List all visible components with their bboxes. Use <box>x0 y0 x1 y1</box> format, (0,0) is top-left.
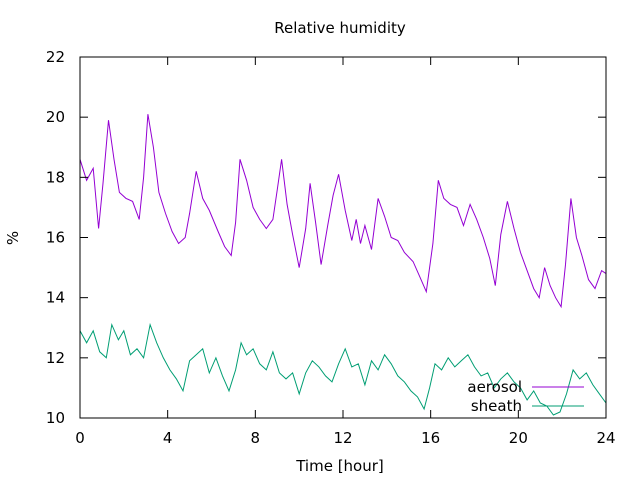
y-tick-label: 12 <box>46 349 65 367</box>
legend-label-aerosol: aerosol <box>467 378 522 396</box>
series-line-aerosol <box>79 114 607 309</box>
chart-title: Relative humidity <box>274 19 406 37</box>
series-lines <box>79 114 607 416</box>
y-tick-label: 18 <box>46 168 65 186</box>
y-axis-title: % <box>4 231 22 245</box>
x-tick-label: 24 <box>596 429 615 447</box>
y-tick-label: 20 <box>46 108 65 126</box>
x-tick-label: 12 <box>333 429 352 447</box>
x-tick-label: 16 <box>421 429 440 447</box>
x-tick-label: 0 <box>75 429 85 447</box>
plot-frame <box>79 56 607 419</box>
y-tick-label: 10 <box>46 409 65 427</box>
y-tick-label: 14 <box>46 289 65 307</box>
series-line-sheath <box>79 322 607 416</box>
y-tick-label: 22 <box>46 48 65 66</box>
axis-tick-labels: 0 4 8 12 16 20 24 10 12 14 16 18 20 22 <box>46 48 616 447</box>
y-tick-label: 16 <box>46 229 65 247</box>
x-tick-label: 4 <box>163 429 173 447</box>
x-tick-label: 20 <box>509 429 528 447</box>
x-tick-label: 8 <box>251 429 261 447</box>
x-axis-title: Time [hour] <box>295 457 384 475</box>
axis-ticks <box>79 56 607 419</box>
legend-label-sheath: sheath <box>471 397 522 415</box>
